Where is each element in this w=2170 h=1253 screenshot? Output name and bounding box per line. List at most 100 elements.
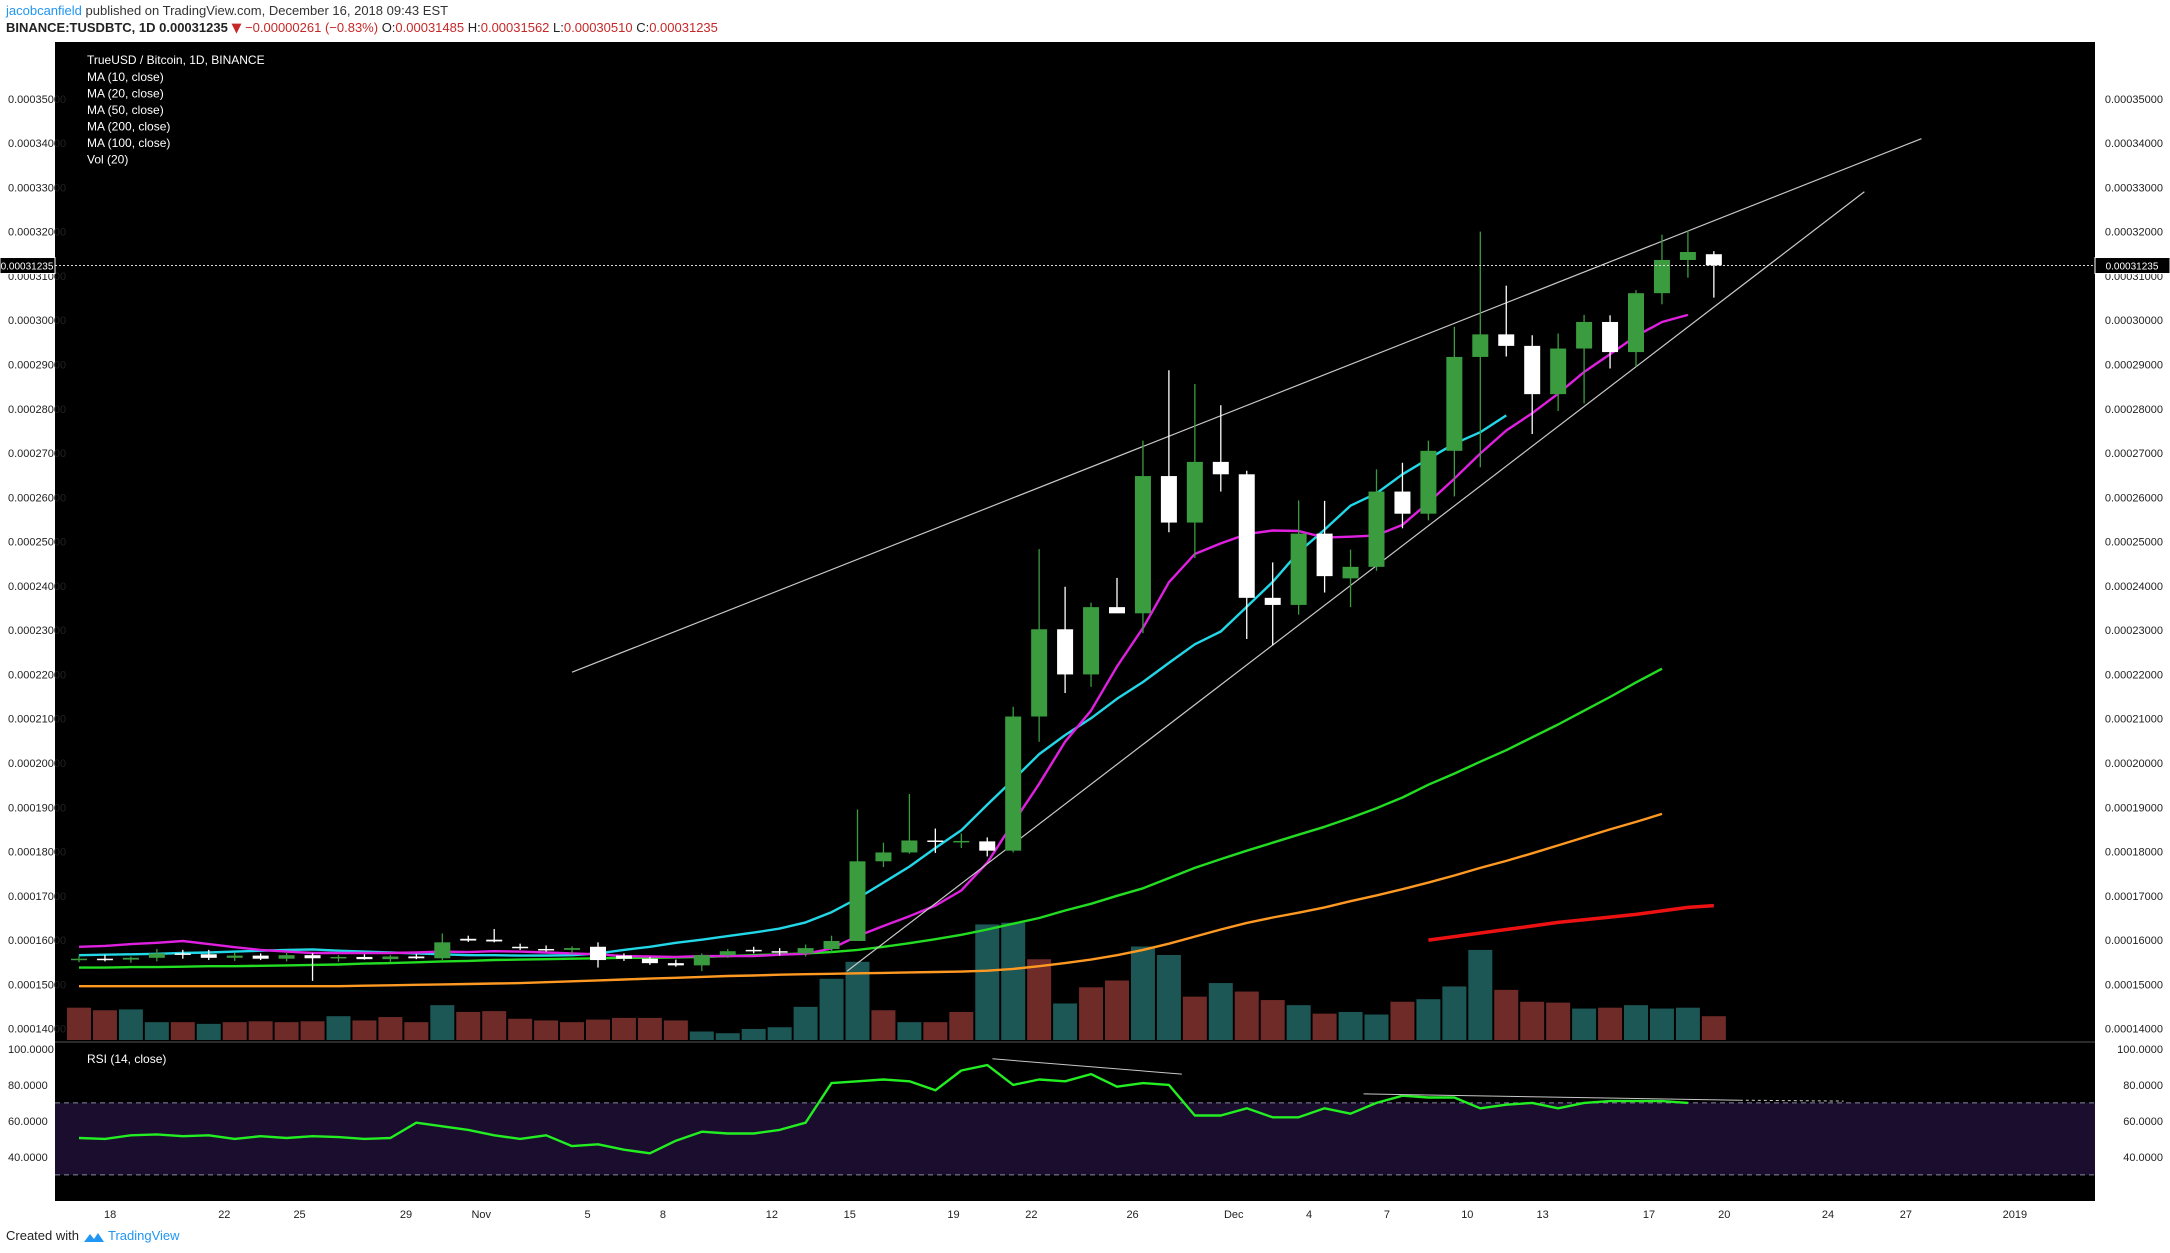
volume-bar xyxy=(404,1022,429,1040)
price-axis-left-tick: 0.00016000 xyxy=(8,935,66,947)
candle-body xyxy=(564,948,581,950)
symbol-info-line: BINANCE:TUSDBTC, 1D 0.00031235 ▼ −0.0000… xyxy=(6,20,718,36)
price-axis-left-tick: 0.00025000 xyxy=(8,537,66,549)
price-axis-right-tick: 0.00029000 xyxy=(2105,359,2163,371)
chart-title: TrueUSD / Bitcoin, 1D, BINANCE xyxy=(87,53,265,67)
close-value: 0.00031235 xyxy=(649,20,718,35)
candle-body xyxy=(408,956,425,959)
volume-bar xyxy=(92,1010,117,1040)
volume-bar xyxy=(1001,922,1026,1040)
time-axis-background xyxy=(55,1201,2095,1225)
candle-body xyxy=(1290,533,1307,605)
volume-bar xyxy=(923,1022,948,1040)
time-axis-tick: 25 xyxy=(293,1209,305,1221)
volume-bar xyxy=(67,1007,91,1040)
price-axis-left-tick: 0.00033000 xyxy=(8,182,66,194)
rsi-axis-left-tick: 40.0000 xyxy=(8,1152,48,1164)
candle-body xyxy=(1653,259,1670,294)
last-price-tag-text-right: 0.00031235 xyxy=(2106,262,2159,273)
price-axis-right-tick: 0.00014000 xyxy=(2105,1024,2163,1036)
candle-body xyxy=(226,955,243,958)
candle-body xyxy=(1342,566,1359,579)
time-axis-tick: 15 xyxy=(844,1209,856,1221)
candle-body xyxy=(1212,461,1229,475)
volume-bar xyxy=(196,1023,221,1040)
price-axis-right-tick: 0.00034000 xyxy=(2105,138,2163,150)
candle-body xyxy=(1109,607,1125,614)
volume-bar xyxy=(1079,987,1104,1040)
volume-bar xyxy=(456,1011,481,1040)
created-with-text: Created with xyxy=(6,1228,79,1243)
volume-bar xyxy=(1364,1014,1389,1040)
volume-bar xyxy=(118,1009,143,1040)
volume-bar xyxy=(741,1028,766,1040)
time-axis-tick: 4 xyxy=(1306,1209,1312,1221)
candle-body xyxy=(875,852,892,862)
time-axis-tick: 8 xyxy=(660,1209,666,1221)
time-axis-tick: 26 xyxy=(1126,1209,1138,1221)
price-axis-right-tick: 0.00026000 xyxy=(2105,492,2163,504)
price-axis-right-tick: 0.00017000 xyxy=(2105,891,2163,903)
time-axis-tick: 17 xyxy=(1643,1209,1655,1221)
time-axis-tick: 27 xyxy=(1900,1209,1912,1221)
volume-bar xyxy=(1338,1011,1363,1040)
low-value: 0.00030510 xyxy=(563,20,633,35)
price-axis-right-tick: 0.00035000 xyxy=(2105,94,2163,106)
candle-body xyxy=(122,957,139,960)
volume-bar xyxy=(1286,1005,1311,1040)
time-axis-tick: 20 xyxy=(1718,1209,1730,1221)
candle-body xyxy=(1368,491,1385,567)
price-axis-right-tick: 0.00032000 xyxy=(2105,227,2163,239)
volume-bar xyxy=(274,1022,299,1040)
time-axis-tick: 22 xyxy=(1025,1209,1037,1221)
candle-body xyxy=(486,939,503,942)
candle-body xyxy=(1576,321,1593,349)
time-axis-tick: 2019 xyxy=(2003,1209,2027,1221)
volume-bar xyxy=(1520,1001,1545,1040)
ma200-line xyxy=(1428,903,1714,942)
ma10-line xyxy=(78,313,1689,959)
rsi-legend: RSI (14, close) xyxy=(87,1052,166,1066)
rsi-axis-right-tick: 60.0000 xyxy=(2123,1116,2163,1128)
volume-bar xyxy=(248,1021,273,1040)
price-axis-left-tick: 0.00030000 xyxy=(8,315,66,327)
last-price: 0.00031235 xyxy=(159,20,228,35)
author-name[interactable]: jacobcanfield xyxy=(6,3,82,18)
volume-bar xyxy=(430,1005,455,1040)
rsi-axis-left-tick: 100.0000 xyxy=(8,1044,54,1056)
volume-bar xyxy=(1624,1005,1648,1040)
candle-body xyxy=(797,948,814,954)
rsi-line xyxy=(78,1063,1688,1155)
price-axis-right-tick: 0.00015000 xyxy=(2105,979,2163,991)
candle-body xyxy=(304,955,321,959)
candle-body xyxy=(1498,334,1515,346)
indicator-legend-item: MA (10, close) xyxy=(87,70,164,84)
volume-bar xyxy=(1649,1008,1674,1040)
time-axis-tick: 13 xyxy=(1536,1209,1548,1221)
volume-bar xyxy=(1053,1003,1078,1040)
ma100-line xyxy=(79,812,1663,988)
volume-bar xyxy=(378,1017,403,1040)
trading-chart[interactable]: 0.00035000 0.00035000 0.00034000 0.00034000… xyxy=(0,42,2170,1225)
tradingview-brand[interactable]: TradingView xyxy=(108,1228,180,1243)
price-axis-left-tick: 0.00020000 xyxy=(8,758,66,770)
candle-body xyxy=(174,953,191,955)
volume-bar xyxy=(326,1016,351,1040)
candle-body xyxy=(641,958,658,964)
volume-bar xyxy=(767,1027,792,1040)
candle-body xyxy=(96,958,113,961)
candle-body xyxy=(71,958,87,961)
volume-bar xyxy=(534,1020,559,1040)
time-axis-tick: 12 xyxy=(766,1209,778,1221)
footer: Created with TradingView xyxy=(6,1228,180,1243)
volume-bar xyxy=(482,1011,507,1040)
indicator-legend-item: MA (50, close) xyxy=(87,103,164,117)
time-axis-tick: 18 xyxy=(104,1209,116,1221)
candle-body xyxy=(901,840,918,853)
volume-bar xyxy=(1546,1002,1571,1040)
candle-body xyxy=(1420,450,1437,514)
high-label: H: xyxy=(467,20,481,35)
volume-bar xyxy=(845,961,870,1040)
price-axis-right-tick: 0.00033000 xyxy=(2105,182,2163,194)
candle-body xyxy=(278,955,295,959)
